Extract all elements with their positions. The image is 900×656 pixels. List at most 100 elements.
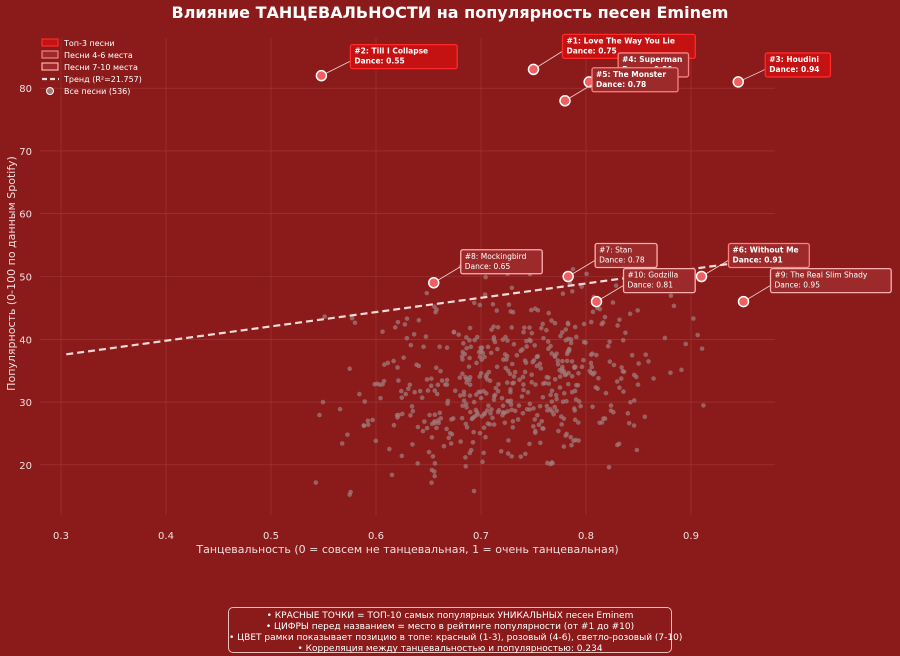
song-point xyxy=(471,429,476,435)
song-point xyxy=(549,388,555,394)
song-point xyxy=(437,344,442,350)
song-point xyxy=(507,371,513,377)
song-point xyxy=(481,425,487,430)
song-point xyxy=(406,386,411,392)
song-point xyxy=(558,414,564,419)
song-point xyxy=(349,315,355,321)
song-point xyxy=(605,343,611,349)
song-point xyxy=(601,416,606,421)
song-point xyxy=(380,382,385,387)
song-point xyxy=(424,425,430,431)
song-point xyxy=(467,382,473,388)
song-point xyxy=(571,438,576,444)
song-point xyxy=(398,388,404,394)
top-song-point xyxy=(562,270,574,283)
song-point xyxy=(643,352,649,357)
song-point xyxy=(448,441,454,446)
top-song-point xyxy=(737,295,750,308)
song-point xyxy=(485,344,491,350)
song-point xyxy=(385,360,391,366)
song-point xyxy=(540,395,546,400)
annotation-song-name: #3: Houdini xyxy=(769,55,819,64)
song-point xyxy=(560,358,565,364)
song-point xyxy=(467,338,472,343)
song-point xyxy=(545,339,551,344)
annotation-song-name: #6: Without Me xyxy=(733,246,799,255)
song-point xyxy=(545,460,550,466)
song-point xyxy=(424,290,430,296)
song-point xyxy=(623,330,628,336)
y-tick-label: 70 xyxy=(19,147,32,158)
song-point xyxy=(555,358,561,363)
song-point xyxy=(439,378,445,383)
song-point xyxy=(608,408,614,413)
song-point xyxy=(495,324,501,330)
song-point xyxy=(527,325,532,330)
x-tick-label: 0.6 xyxy=(368,531,384,542)
annotation-dance-value: Dance: 0.65 xyxy=(465,262,511,271)
song-point xyxy=(541,335,546,341)
annotation-leader xyxy=(567,258,599,277)
song-point xyxy=(420,428,426,434)
song-point xyxy=(432,412,438,418)
song-point xyxy=(444,345,450,350)
song-point xyxy=(432,461,438,466)
song-point xyxy=(496,407,502,413)
song-point xyxy=(415,424,421,430)
song-point xyxy=(485,421,491,426)
song-point xyxy=(572,324,578,330)
song-point xyxy=(588,370,594,376)
song-point xyxy=(468,344,474,350)
annotation-box xyxy=(349,44,458,70)
annotation-song-name: #7: Stan xyxy=(599,246,632,255)
song-point xyxy=(590,309,596,315)
song-point xyxy=(620,337,626,343)
song-point xyxy=(566,346,572,352)
song-point xyxy=(642,414,648,420)
song-point xyxy=(478,389,483,395)
song-point xyxy=(373,438,379,444)
top-song-point xyxy=(559,95,571,107)
song-point xyxy=(378,395,383,401)
y-tick-label: 30 xyxy=(19,398,32,409)
song-point xyxy=(410,442,415,447)
song-point xyxy=(505,451,511,456)
song-point xyxy=(509,454,514,459)
song-point xyxy=(546,381,552,386)
song-point xyxy=(578,403,583,409)
annotation-leader xyxy=(701,258,732,277)
legend: Топ-3 песни Песни 4-6 места Песни 7-10 мес… xyxy=(41,38,142,96)
song-point xyxy=(519,394,525,399)
song-point xyxy=(517,377,522,383)
song-point xyxy=(425,388,431,393)
song-point xyxy=(542,380,548,386)
song-point xyxy=(521,382,526,387)
song-point xyxy=(438,416,444,421)
song-point xyxy=(529,330,535,336)
song-point xyxy=(495,346,500,352)
song-point xyxy=(444,377,450,383)
song-point xyxy=(416,317,422,323)
song-point xyxy=(527,401,533,407)
song-point xyxy=(499,395,505,401)
song-point xyxy=(619,365,624,370)
song-point xyxy=(438,368,443,374)
annotation-song-name: #8: Mockingbird xyxy=(465,252,527,261)
song-point xyxy=(572,417,578,423)
song-point xyxy=(502,352,508,357)
song-point xyxy=(394,412,400,418)
song-point xyxy=(467,325,473,331)
song-point xyxy=(610,300,616,305)
song-point xyxy=(529,372,534,378)
annotation-box xyxy=(591,67,679,93)
song-point xyxy=(521,329,526,335)
annotation-box xyxy=(727,242,810,269)
song-point xyxy=(441,443,447,449)
legend-swatch xyxy=(41,62,59,71)
song-point xyxy=(472,337,478,343)
song-point xyxy=(531,424,536,429)
song-point xyxy=(510,425,516,430)
annotation-dance-value: Dance: 0.78 xyxy=(596,80,646,89)
song-point xyxy=(515,417,521,422)
